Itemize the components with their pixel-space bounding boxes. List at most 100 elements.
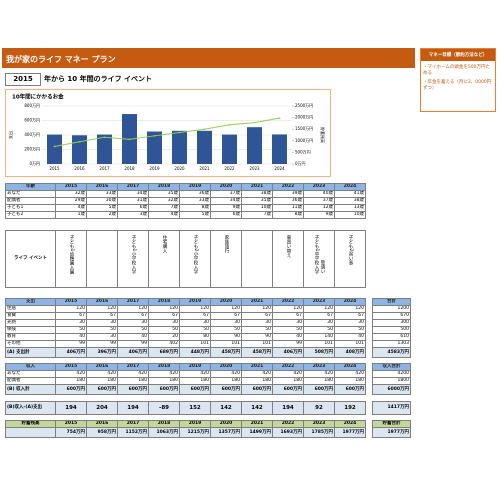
- savings-point: [53, 145, 56, 148]
- row: 1200: [372, 305, 411, 313]
- cell: 40: [334, 333, 366, 341]
- sum-cell: 1800: [372, 377, 411, 385]
- cell: 120: [334, 305, 366, 313]
- cell: 50: [334, 326, 366, 334]
- year-header: 2019: [179, 183, 211, 191]
- cell: 67: [86, 312, 118, 320]
- cell: 194: [272, 401, 304, 415]
- header-cell: 収入: [5, 363, 56, 371]
- cell: 67: [272, 312, 304, 320]
- bar: [247, 127, 262, 164]
- sum-header: 合計: [372, 298, 411, 306]
- cell: 9歳: [210, 204, 242, 212]
- cell: 180: [117, 377, 149, 385]
- cell: 600万円: [117, 384, 149, 395]
- year-header: 2024: [334, 420, 366, 428]
- bar: [72, 135, 87, 164]
- cell: 31歳: [117, 197, 149, 205]
- cell: 194: [117, 401, 149, 415]
- row-name: (B)収入-(A)支出: [5, 401, 56, 415]
- year-header: 2015: [55, 298, 87, 306]
- y2-tick-label: 2000万円: [295, 115, 313, 120]
- bar: [147, 131, 162, 164]
- row: 保険 50 50 50 50 50 50 50 50 50 50: [5, 326, 366, 334]
- year-header: 2016: [86, 420, 118, 428]
- year-header: 2015: [55, 420, 87, 428]
- table: 1417万円: [372, 401, 411, 415]
- year-header: 2019: [179, 363, 211, 371]
- table: 年齢 2015 2016 2017 2018 2019 2020 2021 2022 2023 20…: [5, 183, 366, 219]
- cell: -89: [148, 401, 180, 415]
- y2-tick-label: 2500万円: [295, 103, 313, 108]
- x-tick-label: 2016: [74, 166, 85, 171]
- cell: 50: [303, 326, 335, 334]
- cell: 180: [210, 377, 242, 385]
- cell: 4歳: [55, 204, 87, 212]
- cell: 50: [86, 326, 118, 334]
- cell: 101: [210, 340, 242, 348]
- cell: 420: [117, 370, 149, 378]
- x-tick-label: 2017: [99, 166, 110, 171]
- note-line: ・年金を蓄える（月に3、0000円ずつ）: [423, 80, 492, 91]
- row: (A) 支出計 406万円 396万円 406万円 689万円 448万円 458万円 458…: [5, 347, 366, 358]
- cell: 508万円: [303, 347, 335, 358]
- cell: 1063万円: [148, 427, 180, 438]
- cell: 33歳: [86, 190, 118, 198]
- year-header: 2018: [148, 298, 180, 306]
- event: 子ども2習い事: [348, 235, 353, 265]
- row-name: ライフ イベント: [5, 230, 56, 288]
- cell: 99: [86, 340, 118, 348]
- header-cell: 年齢: [5, 183, 56, 191]
- x-tick-label: 2024: [274, 166, 285, 171]
- cell: 101: [241, 340, 273, 348]
- event-cell: 家族旅行: [210, 230, 242, 288]
- year-header: 2021: [241, 363, 273, 371]
- row: 300: [372, 319, 411, 327]
- table: 合計 1200 670 300 500 610 1303 4583万円: [372, 298, 411, 358]
- cell: 101: [303, 340, 335, 348]
- bar: [222, 134, 237, 164]
- row: 1303: [372, 340, 411, 348]
- row: 500: [372, 326, 411, 334]
- row: 貯蓄残高 2015 2016 2017 2018 2019 2020 2021 2022 2023…: [5, 420, 366, 428]
- year-header: 2016: [86, 183, 118, 191]
- cell: 1357万円: [210, 427, 242, 438]
- sum-cell: 4200: [372, 370, 411, 378]
- cell: 120: [55, 305, 87, 313]
- cell: 1499万円: [241, 427, 273, 438]
- row-name: その他: [5, 340, 56, 348]
- year-header: 2023: [303, 183, 335, 191]
- y2-tick-label: 1500万円: [295, 126, 313, 131]
- cell: 30: [241, 319, 273, 327]
- header-cell: 支出: [5, 298, 56, 306]
- cell: 99: [272, 340, 304, 348]
- x-tick-label: 2023: [249, 166, 260, 171]
- savings-point: [228, 123, 231, 126]
- year-header: 2021: [241, 420, 273, 428]
- year-header: 2015: [55, 363, 87, 371]
- title: 我が家のライフ マネー プラン: [6, 55, 116, 64]
- bar: [47, 134, 62, 164]
- savings-point: [128, 138, 131, 141]
- cell: 50: [148, 326, 180, 334]
- cell: 6歳: [210, 211, 242, 219]
- cell: 30: [179, 319, 211, 327]
- cell: 32歳: [55, 190, 87, 198]
- cell: 458万円: [241, 347, 273, 358]
- y2-tick-label: 1000万円: [295, 138, 313, 143]
- row-name: 住居: [5, 305, 56, 313]
- header-cell: 貯蓄残高: [5, 420, 56, 428]
- table: 支出 2015 2016 2017 2018 2019 2020 2021 2022 2023 20…: [5, 298, 366, 358]
- row-name: 子ども1: [5, 204, 56, 212]
- cell: 152: [179, 401, 211, 415]
- cell: 67: [179, 312, 211, 320]
- row-name: (B) 収入計: [5, 384, 56, 395]
- y-tick-label: 200万円: [24, 147, 40, 152]
- event: 子ども1小学校入学: [131, 235, 136, 274]
- cell: 99: [117, 340, 149, 348]
- sum-cell: 670: [372, 312, 411, 320]
- cell: 689万円: [148, 347, 180, 358]
- cell: 1977万円: [334, 427, 366, 438]
- cell: 120: [303, 305, 335, 313]
